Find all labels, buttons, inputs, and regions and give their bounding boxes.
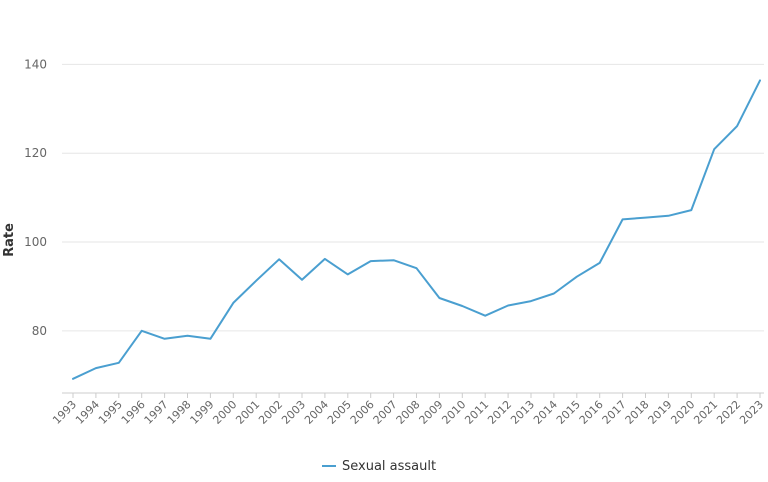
data-point[interactable] [757,77,763,83]
x-tick-label: 1998 [165,398,194,427]
x-tick-label: 2015 [554,398,583,427]
x-tick-label: 2008 [394,398,423,427]
data-point[interactable] [185,333,191,339]
y-tick-label: 120 [24,146,47,160]
x-tick-label: 2003 [279,398,308,427]
x-tick-label: 2013 [508,398,537,427]
data-point[interactable] [734,123,740,129]
x-tick-label: 1995 [96,398,125,427]
x-tick-label: 2020 [668,398,697,427]
data-point[interactable] [162,336,168,342]
x-tick-label: 2012 [485,398,514,427]
x-tick-label: 2000 [210,398,239,427]
y-tick-label: 100 [24,235,47,249]
data-point[interactable] [391,257,397,263]
data-point[interactable] [528,298,534,304]
data-point[interactable] [620,216,626,222]
data-point[interactable] [116,360,122,366]
data-point[interactable] [230,300,236,306]
data-point[interactable] [459,303,465,309]
data-point[interactable] [482,313,488,319]
x-tick-label: 2004 [302,398,331,427]
x-tick-label: 2023 [737,398,766,427]
x-tick-label: 2011 [462,398,491,427]
data-point[interactable] [574,274,580,280]
data-point[interactable] [368,258,374,264]
data-point[interactable] [711,146,717,152]
data-point[interactable] [276,256,282,262]
data-point[interactable] [665,213,671,219]
x-tick-label: 2022 [714,398,743,427]
series-line-sexual-assault[interactable] [72,79,761,380]
data-point[interactable] [597,260,603,266]
x-tick-label: 1994 [73,398,102,427]
x-tick-label: 2009 [417,398,446,427]
y-axis-title: Rate [2,223,17,257]
data-point[interactable] [436,295,442,301]
data-point[interactable] [345,271,351,277]
data-point[interactable] [551,291,557,297]
x-tick-label: 2002 [256,398,285,427]
data-point[interactable] [253,278,259,284]
data-point[interactable] [414,265,420,271]
data-point[interactable] [139,328,145,334]
data-point[interactable] [688,207,694,213]
x-tick-label: 2017 [600,398,629,427]
y-axis: 80 100 120 140 [24,57,47,337]
x-tick-label: 1999 [188,398,217,427]
x-tick-label: 2010 [439,398,468,427]
x-tick-label: 2006 [348,398,377,427]
data-point[interactable] [643,215,649,221]
data-point[interactable] [322,256,328,262]
data-point[interactable] [505,303,511,309]
y-tick-label: 80 [32,324,47,338]
x-tick-label: 2016 [577,398,606,427]
gridlines [62,63,764,394]
x-tick-label: 1996 [119,398,148,427]
legend[interactable]: Sexual assault [322,459,436,474]
data-point[interactable] [70,376,76,382]
y-tick-label: 140 [24,57,47,71]
data-point[interactable] [299,277,305,283]
x-tick-label: 1997 [142,398,171,427]
series-layer [70,77,763,382]
x-tick-label: 2021 [691,398,720,427]
legend-label: Sexual assault [342,459,436,474]
x-axis: 1993199419951996199719981999200020012002… [50,393,766,427]
x-tick-label: 2007 [371,398,400,427]
x-tick-label: 2001 [233,398,262,427]
x-tick-label: 1993 [50,398,79,427]
x-tick-label: 2014 [531,398,560,427]
x-tick-label: 2018 [623,398,652,427]
data-point[interactable] [207,336,213,342]
x-tick-label: 2019 [646,398,675,427]
data-point[interactable] [93,365,99,371]
x-tick-label: 2005 [325,398,354,427]
